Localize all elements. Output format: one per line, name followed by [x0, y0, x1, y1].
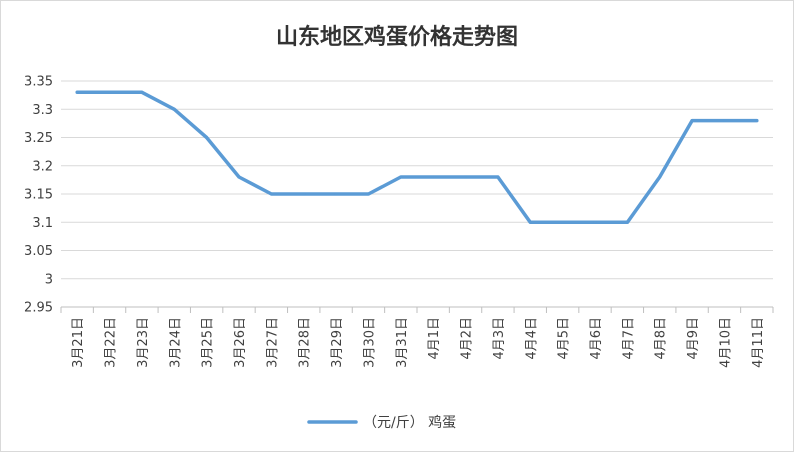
series-lines	[75, 90, 759, 225]
chart-title: 山东地区鸡蛋价格走势图	[276, 24, 518, 50]
x-tick-label: 3月26日	[233, 317, 248, 368]
x-tick-label: 3月22日	[104, 317, 119, 368]
y-tick-label: 3	[45, 272, 53, 287]
x-tick-label: 4月6日	[589, 317, 604, 360]
x-tick-label: 3月27日	[265, 317, 280, 368]
grid-lines	[61, 80, 773, 280]
y-tick-label: 3.2	[32, 159, 53, 174]
data-point	[658, 175, 662, 179]
x-tick-label: 3月28日	[298, 317, 313, 368]
x-tick-label: 3月21日	[71, 317, 86, 368]
data-point	[722, 119, 726, 123]
data-point	[108, 90, 112, 94]
x-tick-label: 4月2日	[460, 317, 475, 360]
data-point	[302, 192, 306, 196]
y-tick-label: 3.35	[24, 75, 53, 90]
y-tick-label: 3.15	[24, 188, 53, 203]
data-point	[690, 119, 694, 123]
data-point	[334, 192, 338, 196]
x-axis-tick-labels: 3月21日 3月22日 3月23日 3月24日 3月25日 3月26日 3月27日 3月28日…	[71, 317, 766, 368]
x-tick-label: 4月11日	[751, 317, 766, 368]
data-point	[593, 220, 597, 224]
series-line	[75, 90, 759, 225]
data-point	[269, 192, 273, 196]
x-tick-label: 4月7日	[621, 317, 636, 360]
y-tick-label: 3.25	[24, 131, 53, 146]
axes	[60, 306, 774, 313]
data-point	[561, 220, 565, 224]
data-point	[205, 136, 209, 139]
data-point	[755, 119, 759, 123]
data-point	[431, 175, 435, 179]
y-tick-label: 3.3	[32, 103, 53, 118]
x-tick-label: 4月1日	[427, 317, 442, 360]
data-point	[528, 220, 532, 224]
data-point	[625, 220, 629, 224]
data-point	[172, 107, 176, 111]
x-tick-label: 3月30日	[362, 317, 377, 368]
y-axis-tick-labels: 2.95 3 3.05 3.1 3.15 3.2 3.25 3.3 3.35	[24, 75, 53, 316]
x-tick-label: 4月8日	[654, 317, 669, 360]
x-tick-label: 3月23日	[136, 317, 151, 368]
data-point	[366, 192, 370, 196]
data-point	[496, 175, 500, 179]
x-tick-label: 4月10日	[718, 317, 733, 368]
data-point	[464, 175, 468, 179]
x-tick-label: 4月3日	[492, 317, 507, 360]
data-point	[237, 175, 241, 179]
x-tick-label: 4月9日	[686, 317, 701, 360]
y-tick-label: 3.1	[32, 216, 53, 231]
x-tick-label: 3月25日	[201, 317, 216, 368]
data-point	[140, 90, 144, 94]
y-tick-label: 3.05	[24, 244, 53, 259]
x-tick-label: 3月31日	[395, 317, 410, 368]
x-tick-label: 3月24日	[168, 317, 183, 368]
legend-label: （元/斤） 鸡蛋	[363, 414, 456, 431]
data-point	[399, 175, 403, 179]
x-tick-label: 4月4日	[524, 317, 539, 360]
y-tick-label: 2.95	[24, 301, 53, 316]
x-tick-label: 4月5日	[557, 317, 572, 360]
x-tick-label: 3月29日	[330, 317, 345, 368]
data-point	[75, 90, 79, 94]
legend: （元/斤） 鸡蛋	[307, 414, 456, 431]
